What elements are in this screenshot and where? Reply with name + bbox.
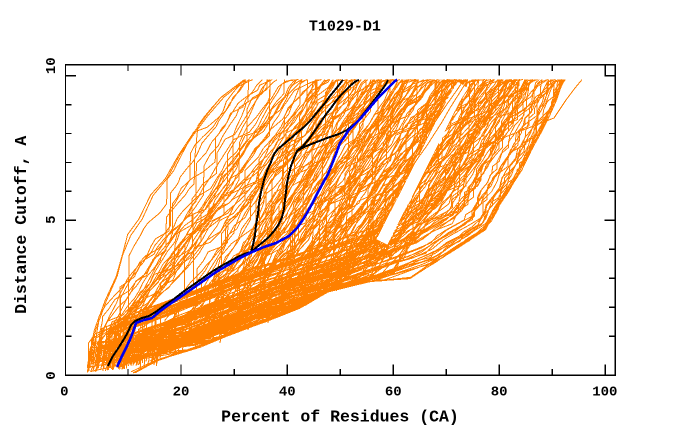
svg-text:20: 20 (173, 385, 190, 401)
svg-text:Percent of Residues (CA): Percent of Residues (CA) (221, 408, 459, 427)
svg-text:40: 40 (279, 385, 296, 401)
svg-text:60: 60 (385, 385, 402, 401)
svg-text:0: 0 (60, 385, 68, 401)
svg-text:0: 0 (44, 371, 60, 379)
svg-text:5: 5 (44, 215, 60, 223)
svg-text:80: 80 (491, 385, 508, 401)
svg-text:T1029-D1: T1029-D1 (309, 19, 381, 36)
svg-text:Distance Cutoff, A: Distance Cutoff, A (12, 136, 31, 314)
svg-text:100: 100 (592, 385, 617, 401)
svg-text:10: 10 (44, 57, 60, 74)
